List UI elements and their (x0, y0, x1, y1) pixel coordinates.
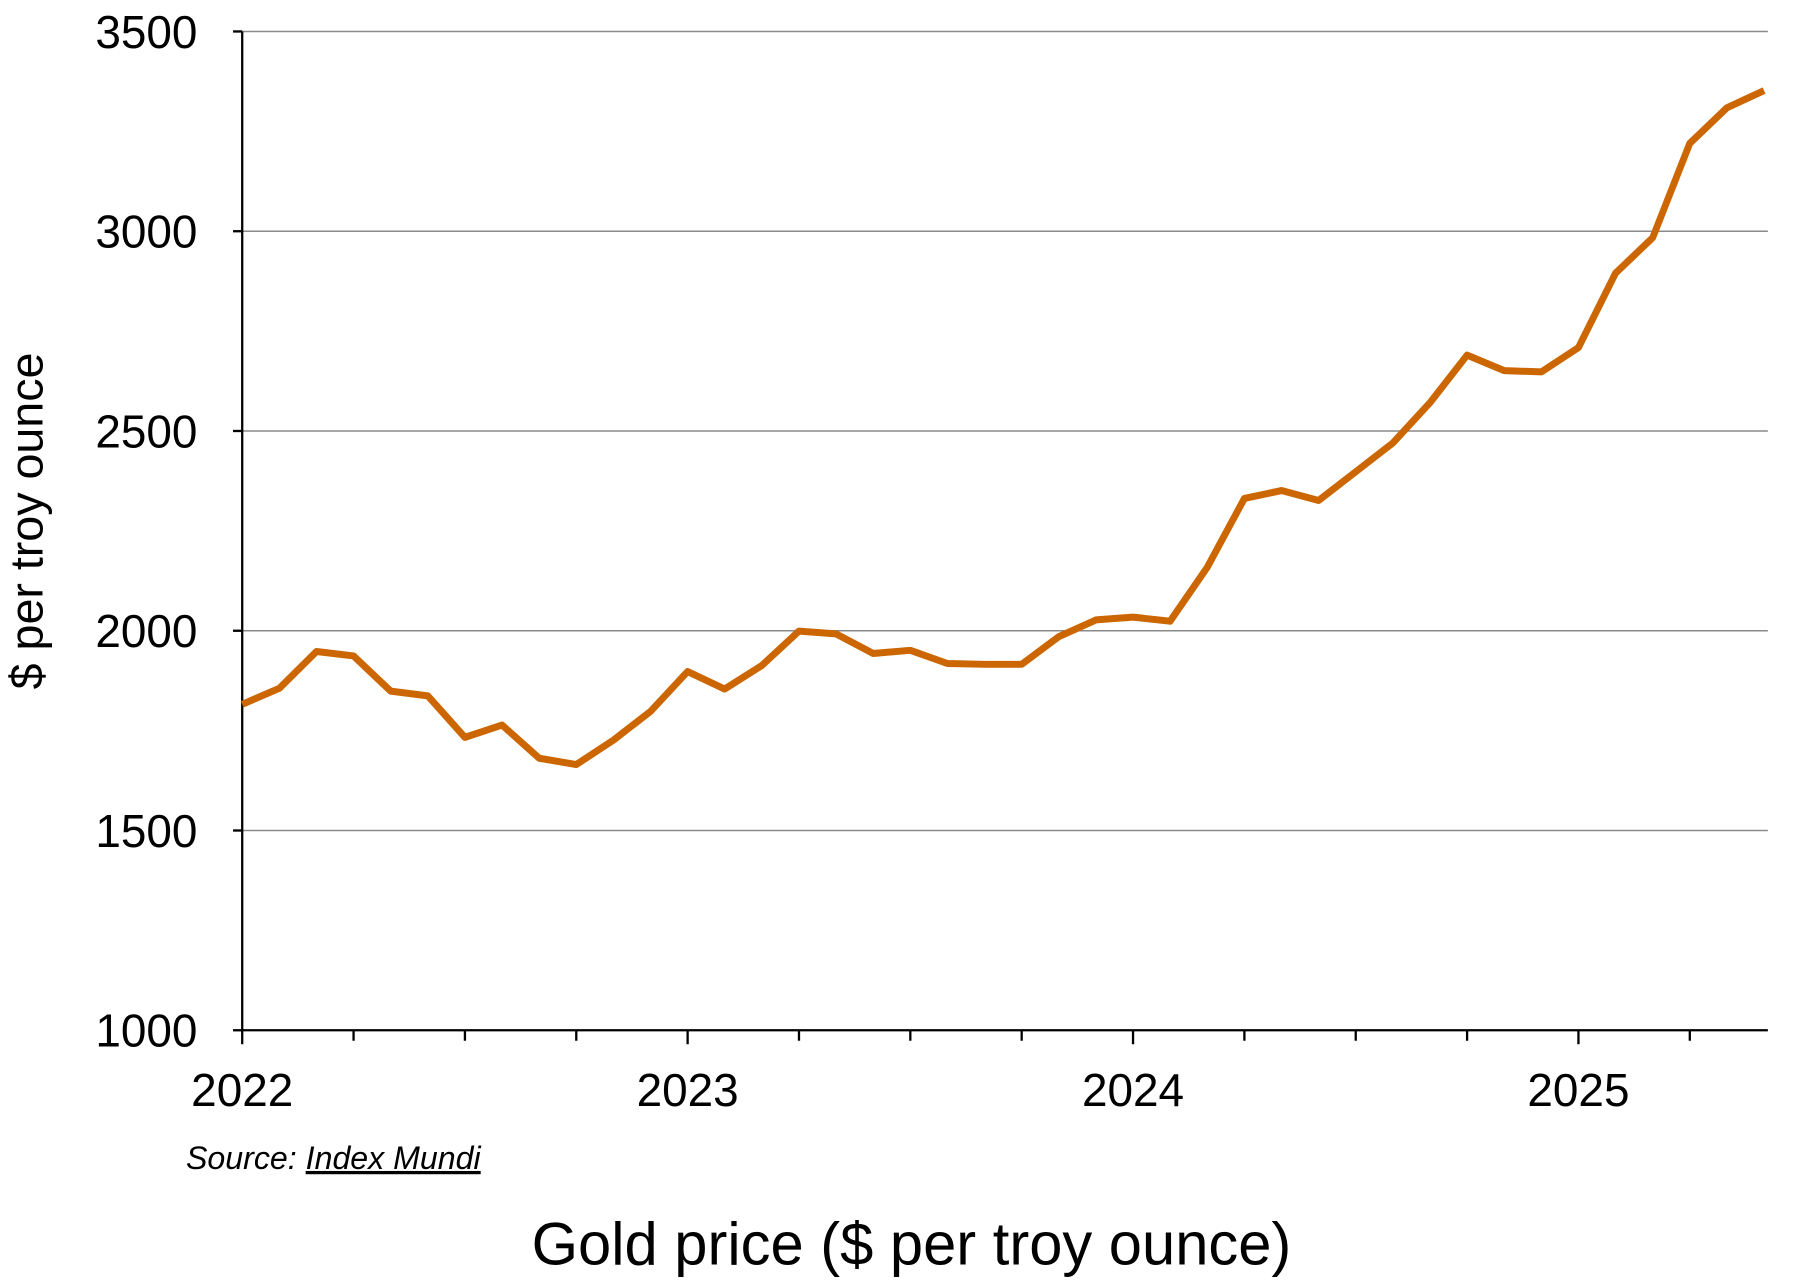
gold-price-line (240, 87, 1766, 769)
source-note: Source: Index Mundi (186, 1140, 482, 1176)
y-tick-label: 3500 (95, 5, 197, 57)
y-tick-label: 1500 (95, 805, 197, 857)
x-tick-label: 2024 (1082, 1064, 1184, 1116)
y-tick-label: 1000 (95, 1004, 197, 1056)
y-axis-ticks: 1000 1500 2000 2500 3000 3500 (95, 5, 243, 1057)
y-tick-label: 2500 (95, 405, 197, 457)
source-link[interactable]: Index Mundi (306, 1140, 482, 1176)
x-axis-ticks: 2022 2023 2024 2025 (191, 1030, 1691, 1116)
chart-title: Gold price ($ per troy ounce) (532, 1210, 1292, 1278)
x-tick-label: 2023 (637, 1064, 739, 1116)
y-axis-label: $ per troy ounce (1, 353, 53, 690)
x-tick-label: 2025 (1527, 1064, 1629, 1116)
gridlines (242, 30, 1768, 832)
source-label: Source (186, 1140, 288, 1176)
y-tick-label: 3000 (95, 205, 197, 257)
y-tick-label: 2000 (95, 605, 197, 657)
data-points (242, 90, 1765, 765)
x-tick-label: 2022 (191, 1064, 293, 1116)
